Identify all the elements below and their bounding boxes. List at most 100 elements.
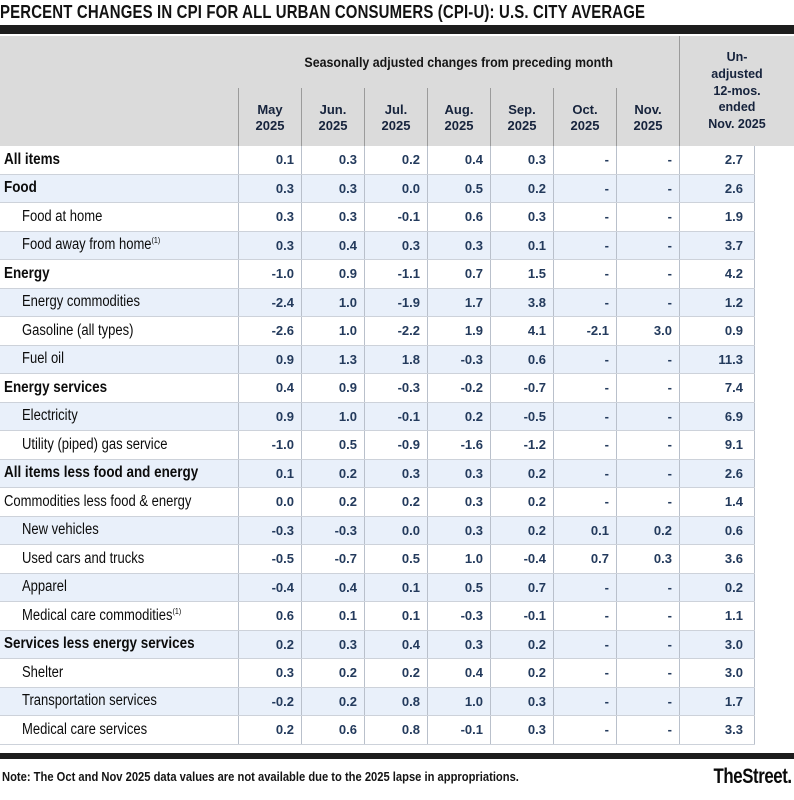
row-label: Medical care services: [22, 720, 148, 738]
value-cell: 0.3: [301, 174, 364, 202]
value-cell: 1.9: [427, 317, 490, 345]
value-cell: -0.5: [238, 545, 301, 573]
value-cell: 0.3: [301, 203, 364, 231]
value-cell: 0.4: [427, 146, 490, 174]
value-cell: -: [616, 602, 679, 630]
value-cell: 1.4: [679, 488, 755, 516]
table-row: Apparel -0.4 0.4 0.1 0.5 0.7- -0.2: [0, 573, 755, 602]
value-cell: 0.7: [490, 573, 553, 601]
column-header-jul: Jul. 2025: [364, 88, 427, 146]
row-label: Energy: [4, 264, 50, 282]
value-cell: 0.2: [679, 573, 755, 601]
header-label-spacer: [0, 36, 238, 146]
row-label: Energy commodities: [22, 293, 140, 311]
row-label: New vehicles: [22, 521, 99, 539]
unadjusted-header-line: 12-mos.: [713, 83, 761, 98]
value-cell: 3.0: [616, 317, 679, 345]
value-cell: 0.6: [679, 516, 755, 544]
unadjusted-header-line: Un-: [726, 49, 748, 64]
value-cell: 0.3: [364, 231, 427, 259]
value-cell: 0.3: [427, 516, 490, 544]
value-cell: 3.0: [679, 630, 755, 658]
value-cell: 0.0: [364, 516, 427, 544]
value-cell: -: [553, 203, 616, 231]
unadjusted-header-line: adjusted: [711, 66, 763, 81]
value-cell: -2.4: [238, 288, 301, 316]
value-cell: 0.9: [238, 402, 301, 430]
table-row: Energy -1.0 0.9 -1.1 0.7 1.5- -4.2: [0, 260, 755, 289]
thestreet-logo: TheStreet.: [713, 764, 793, 788]
value-cell: -: [553, 716, 616, 744]
value-cell: 0.9: [238, 345, 301, 373]
value-cell: 0.2: [490, 659, 553, 687]
value-cell: 0.7: [553, 545, 616, 573]
value-cell: 0.1: [364, 573, 427, 601]
column-header-nov: Nov. 2025: [616, 88, 679, 146]
value-cell: 1.0: [301, 288, 364, 316]
row-label: Food at home: [22, 207, 103, 225]
value-cell: -: [553, 573, 616, 601]
unadjusted-header-line: Nov. 2025: [708, 117, 766, 132]
value-cell: 0.2: [490, 459, 553, 487]
value-cell: -: [616, 459, 679, 487]
value-cell: -: [553, 374, 616, 402]
value-cell: 0.6: [238, 602, 301, 630]
value-cell: 1.2: [679, 288, 755, 316]
value-cell: 0.3: [427, 630, 490, 658]
value-cell: 0.0: [364, 174, 427, 202]
value-cell: -: [553, 687, 616, 715]
value-cell: -: [616, 630, 679, 658]
value-cell: -: [553, 488, 616, 516]
table-row: All items 0.1 0.3 0.2 0.4 0.3- -2.7: [0, 146, 755, 175]
footnote: Note: The Oct and Nov 2025 data values a…: [2, 769, 519, 784]
value-cell: -: [616, 716, 679, 744]
value-cell: -: [553, 659, 616, 687]
table-row: Shelter 0.3 0.2 0.2 0.4 0.2- -3.0: [0, 659, 755, 688]
value-cell: -: [616, 659, 679, 687]
value-cell: 0.1: [238, 146, 301, 174]
value-cell: 0.0: [238, 488, 301, 516]
value-cell: 0.4: [301, 231, 364, 259]
value-cell: 0.4: [364, 630, 427, 658]
value-cell: -: [616, 573, 679, 601]
value-cell: 1.0: [301, 402, 364, 430]
value-cell: 0.3: [427, 488, 490, 516]
row-label: Gasoline (all types): [22, 321, 134, 339]
table-row: All items less food and energy 0.1 0.2 0.3 0…: [0, 459, 755, 488]
value-cell: 11.3: [679, 345, 755, 373]
value-cell: -1.0: [238, 431, 301, 459]
table-header-grid: Seasonally adjusted changes from precedi…: [0, 36, 794, 146]
value-cell: 0.4: [427, 659, 490, 687]
value-cell: -0.4: [238, 573, 301, 601]
value-cell: -: [616, 402, 679, 430]
value-cell: 0.9: [679, 317, 755, 345]
value-cell: 0.4: [238, 374, 301, 402]
value-cell: 4.1: [490, 317, 553, 345]
value-cell: -0.1: [427, 716, 490, 744]
value-cell: 1.3: [301, 345, 364, 373]
value-cell: -: [553, 402, 616, 430]
value-cell: -: [616, 203, 679, 231]
table-row: Fuel oil 0.9 1.3 1.8 -0.3 0.6- -11.3: [0, 345, 755, 374]
row-label: Transportation services: [22, 692, 157, 710]
value-cell: 1.0: [301, 317, 364, 345]
value-cell: -0.7: [301, 545, 364, 573]
row-label: All items: [4, 150, 61, 168]
value-cell: 0.3: [301, 146, 364, 174]
value-cell: 0.2: [490, 488, 553, 516]
value-cell: 0.2: [301, 488, 364, 516]
value-cell: -: [616, 146, 679, 174]
value-cell: 3.3: [679, 716, 755, 744]
value-cell: 0.2: [238, 630, 301, 658]
table-row: Commodities less food & energy 0.0 0.2 0.2 0…: [0, 488, 755, 517]
value-cell: 0.4: [301, 573, 364, 601]
value-cell: 1.8: [364, 345, 427, 373]
value-cell: -: [553, 288, 616, 316]
value-cell: -: [553, 459, 616, 487]
value-cell: 0.3: [427, 231, 490, 259]
value-cell: 0.3: [427, 459, 490, 487]
table-row: Energy commodities -2.4 1.0 -1.9 1.7 3.8- -1.2: [0, 288, 755, 317]
value-cell: -0.5: [490, 402, 553, 430]
column-header-oct: Oct. 2025: [553, 88, 616, 146]
unadjusted-header-line: ended: [718, 100, 756, 115]
